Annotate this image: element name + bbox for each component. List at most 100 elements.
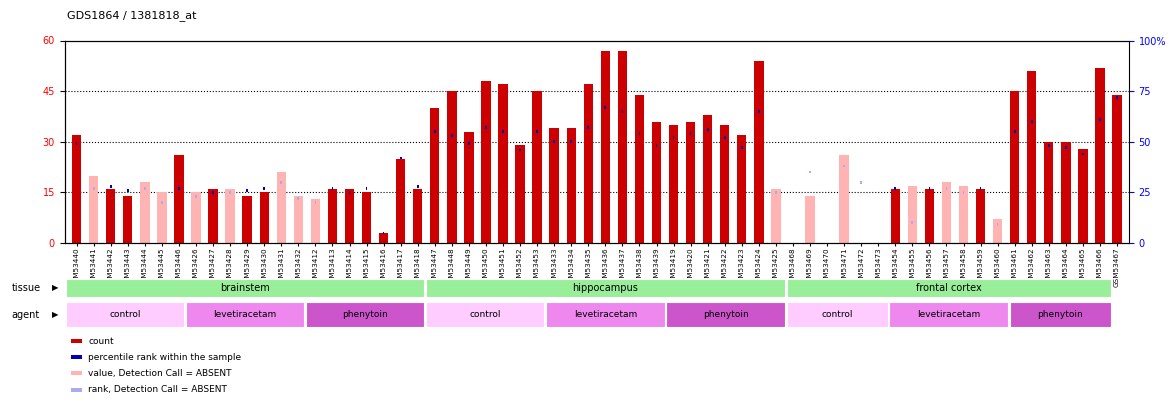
Bar [306, 302, 425, 327]
Bar [809, 171, 811, 173]
Bar [242, 196, 252, 243]
Bar [468, 143, 469, 145]
Bar [140, 182, 149, 243]
Bar [567, 128, 576, 243]
Bar [260, 192, 269, 243]
Bar [1014, 130, 1016, 133]
Bar [186, 302, 305, 327]
Text: ▶: ▶ [52, 284, 59, 292]
Bar [332, 187, 333, 190]
Text: rank, Detection Call = ABSENT: rank, Detection Call = ABSENT [88, 385, 227, 394]
Bar [226, 189, 235, 243]
Bar [911, 222, 914, 224]
Bar [413, 189, 422, 243]
Bar [263, 187, 265, 190]
Bar [75, 143, 78, 145]
Bar [942, 182, 951, 243]
Bar [434, 130, 435, 133]
Bar [787, 302, 888, 327]
Bar [924, 189, 934, 243]
Bar [976, 189, 985, 243]
Bar [993, 220, 1002, 243]
Bar [775, 191, 777, 194]
Text: percentile rank within the sample: percentile rank within the sample [88, 353, 241, 362]
Bar [690, 132, 691, 135]
Text: ▶: ▶ [52, 310, 59, 319]
Bar [416, 185, 419, 188]
Bar [720, 125, 729, 243]
Bar [294, 196, 303, 243]
Bar [806, 196, 815, 243]
Bar [889, 302, 1008, 327]
Text: tissue: tissue [12, 283, 41, 293]
Bar [123, 196, 133, 243]
Text: agent: agent [12, 310, 40, 320]
Text: phenytoin: phenytoin [342, 310, 388, 319]
Bar [366, 187, 367, 190]
Bar [639, 132, 640, 135]
Bar [656, 145, 657, 147]
Text: phenytoin: phenytoin [1037, 310, 1083, 319]
Bar [178, 187, 180, 190]
Bar [1061, 142, 1070, 243]
Bar [604, 106, 606, 109]
Bar [515, 145, 524, 243]
Bar [1100, 118, 1101, 121]
Bar [66, 279, 425, 297]
Bar [1082, 153, 1084, 155]
Bar [1065, 147, 1067, 149]
Bar [686, 122, 695, 243]
Bar [759, 110, 760, 113]
Bar [174, 155, 183, 243]
Bar [400, 157, 401, 159]
Bar [212, 191, 214, 194]
Bar [890, 189, 900, 243]
Bar [1116, 96, 1118, 98]
Bar [379, 233, 388, 243]
Bar [861, 181, 862, 183]
Bar [554, 141, 555, 143]
Bar [946, 187, 948, 190]
Bar [1078, 149, 1088, 243]
Text: count: count [88, 337, 114, 345]
Text: GDS1864 / 1381818_at: GDS1864 / 1381818_at [67, 10, 196, 21]
Bar [667, 302, 784, 327]
Text: phenytoin: phenytoin [703, 310, 748, 319]
Bar [707, 128, 708, 131]
Text: frontal cortex: frontal cortex [916, 283, 982, 293]
Bar [1027, 71, 1036, 243]
Bar [310, 199, 320, 243]
Bar [161, 201, 162, 204]
Bar [583, 84, 593, 243]
Bar [426, 302, 544, 327]
Bar [536, 130, 537, 133]
Bar [546, 302, 664, 327]
Bar [127, 189, 128, 192]
Bar [328, 189, 338, 243]
Text: control: control [821, 310, 853, 319]
Bar [787, 279, 1111, 297]
Bar [143, 187, 146, 190]
Bar [345, 189, 354, 243]
Bar [1010, 91, 1020, 243]
Bar [276, 172, 286, 243]
Bar [1048, 145, 1050, 147]
Bar [843, 165, 846, 167]
Bar [298, 197, 299, 200]
Bar [192, 192, 201, 243]
Bar [929, 187, 930, 190]
Bar [158, 192, 167, 243]
Bar [908, 185, 917, 243]
Bar [447, 91, 456, 243]
Bar [703, 115, 713, 243]
Bar [314, 201, 316, 204]
Bar [396, 159, 406, 243]
Bar [426, 279, 784, 297]
Bar [617, 51, 627, 243]
Bar [502, 130, 503, 133]
Bar [724, 136, 726, 139]
Bar [622, 110, 623, 113]
Bar [195, 195, 196, 198]
Bar [465, 132, 474, 243]
Bar [481, 81, 490, 243]
